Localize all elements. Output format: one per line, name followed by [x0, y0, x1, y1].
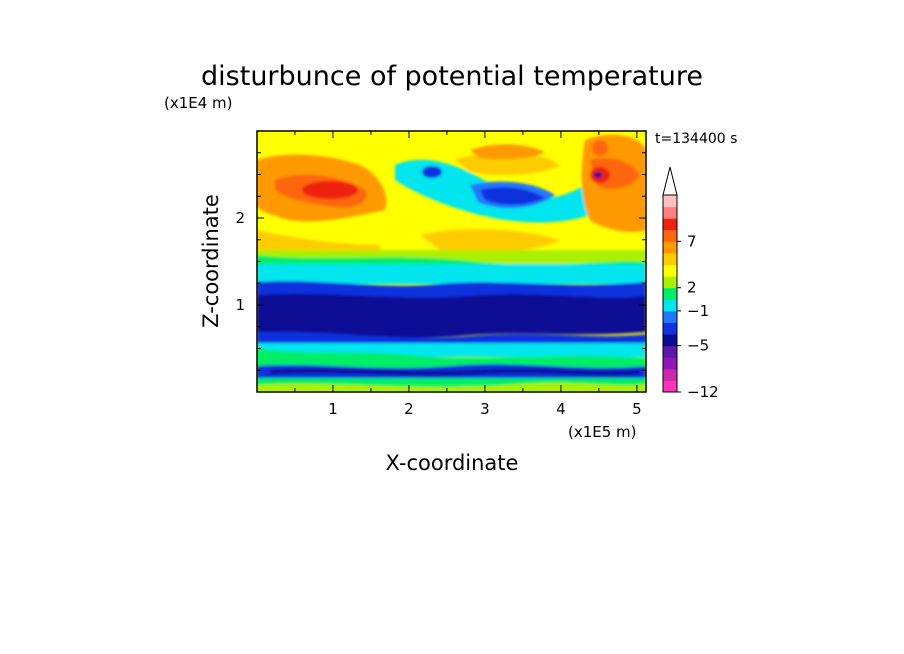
colorbar-swatch	[663, 368, 677, 381]
colorbar-tick-label: −1	[687, 302, 709, 320]
colorbar-swatch	[663, 264, 677, 277]
colorbar-swatch	[663, 252, 677, 266]
y-tick-label: 1	[235, 296, 245, 314]
colorbar-swatch	[663, 287, 677, 300]
x-axis-label: X-coordinate	[386, 451, 519, 475]
colorbar-frame	[662, 194, 678, 393]
colorbar-swatch	[663, 357, 677, 370]
colorbar-swatch	[663, 310, 677, 323]
colorbar-swatch	[663, 380, 677, 393]
colorbar-tick-label: 7	[687, 232, 697, 250]
colorbar-swatch	[663, 229, 677, 242]
x-tick-label: 2	[404, 400, 414, 418]
colorbar-swatch	[663, 322, 677, 335]
x-tick-label: 1	[328, 400, 338, 418]
x-tick-label: 5	[632, 400, 642, 418]
time-label: t=134400 s	[655, 131, 737, 147]
colorbar-swatch	[663, 276, 677, 289]
colorbar-swatch	[663, 206, 677, 219]
colorbar-extend-arrow	[662, 166, 678, 196]
chart-title: disturbunce of potential temperature	[201, 61, 703, 92]
y-axis-label: Z-coordinate	[199, 194, 223, 328]
x-axis-ticks: 1 2 3 4 5	[294, 131, 642, 418]
x-tick-label: 3	[480, 400, 490, 418]
x-unit-label: (x1E5 m)	[568, 423, 637, 441]
y-axis-ticks: 12	[235, 152, 646, 371]
colorbar-tick-label: −12	[687, 383, 719, 401]
colorbar-swatch	[663, 345, 677, 358]
colorbar-swatch	[663, 299, 677, 312]
colorbar-tick-label: 2	[687, 279, 697, 297]
contour-plot-area	[257, 131, 646, 392]
colorbar-swatch	[663, 334, 677, 347]
colorbar: 7 2 −1 −5 −12	[662, 166, 719, 401]
x-tick-label: 4	[556, 400, 566, 418]
colorbar-tick-label: −5	[687, 337, 709, 355]
colorbar-swatch	[663, 218, 677, 231]
y-unit-label: (x1E4 m)	[164, 94, 233, 112]
colorbar-swatch	[663, 241, 677, 254]
y-tick-label: 2	[235, 209, 245, 227]
colorbar-swatch	[663, 195, 677, 208]
